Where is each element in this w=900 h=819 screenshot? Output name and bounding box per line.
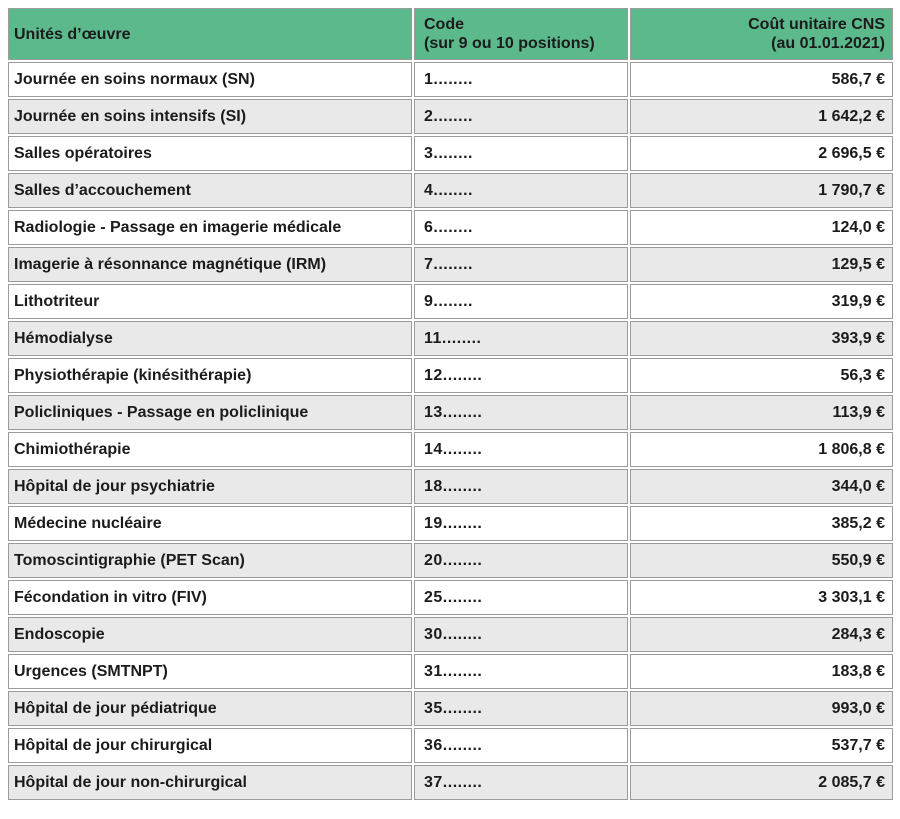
column-header-code: Code (sur 9 ou 10 positions) xyxy=(414,8,628,60)
table-row: Endoscopie 30........ 284,3 € xyxy=(8,617,893,652)
table-row: Lithotriteur 9........ 319,9 € xyxy=(8,284,893,319)
table-row: Radiologie - Passage en imagerie médical… xyxy=(8,210,893,245)
cell-unite-oeuvre: Hôpital de jour chirurgical xyxy=(8,728,412,763)
cell-unite-oeuvre: Médecine nucléaire xyxy=(8,506,412,541)
cell-unite-oeuvre: Hôpital de jour pédiatrique xyxy=(8,691,412,726)
cell-code: 9........ xyxy=(414,284,628,319)
table-row: Physiothérapie (kinésithérapie) 12.......… xyxy=(8,358,893,393)
column-header-sublabel: (sur 9 ou 10 positions) xyxy=(424,35,595,52)
column-header-unites-oeuvre: Unités d’œuvre xyxy=(8,8,412,60)
table-body: Journée en soins normaux (SN) 1........ 58… xyxy=(8,62,893,800)
cell-code: 12........ xyxy=(414,358,628,393)
cell-cout-unitaire: 129,5 € xyxy=(630,247,893,282)
cell-code: 2........ xyxy=(414,99,628,134)
table-row: Hémodialyse 11........ 393,9 € xyxy=(8,321,893,356)
cell-cout-unitaire: 3 303,1 € xyxy=(630,580,893,615)
cell-code: 1........ xyxy=(414,62,628,97)
cell-cout-unitaire: 2 696,5 € xyxy=(630,136,893,171)
table-row: Salles opératoires 3........ 2 696,5 € xyxy=(8,136,893,171)
cell-cout-unitaire: 993,0 € xyxy=(630,691,893,726)
cell-code: 37........ xyxy=(414,765,628,800)
column-header-cout-unitaire: Coût unitaire CNS (au 01.01.2021) xyxy=(630,8,893,60)
cell-code: 35........ xyxy=(414,691,628,726)
cell-code: 20........ xyxy=(414,543,628,578)
cell-code: 19........ xyxy=(414,506,628,541)
cell-cout-unitaire: 550,9 € xyxy=(630,543,893,578)
table-row: Hôpital de jour psychiatrie 18........ 344… xyxy=(8,469,893,504)
table-row: Journée en soins intensifs (SI) 2........… xyxy=(8,99,893,134)
table-row: Tomoscintigraphie (PET Scan) 20........ 55… xyxy=(8,543,893,578)
cell-unite-oeuvre: Journée en soins normaux (SN) xyxy=(8,62,412,97)
cell-code: 25........ xyxy=(414,580,628,615)
cell-cout-unitaire: 537,7 € xyxy=(630,728,893,763)
table-row: Hôpital de jour pédiatrique 35........ 993… xyxy=(8,691,893,726)
cell-cout-unitaire: 284,3 € xyxy=(630,617,893,652)
cell-unite-oeuvre: Endoscopie xyxy=(8,617,412,652)
column-header-label: Unités d’œuvre xyxy=(14,25,131,43)
cell-cout-unitaire: 319,9 € xyxy=(630,284,893,319)
cell-cout-unitaire: 586,7 € xyxy=(630,62,893,97)
cell-cout-unitaire: 1 642,2 € xyxy=(630,99,893,134)
cell-cout-unitaire: 183,8 € xyxy=(630,654,893,689)
cell-unite-oeuvre: Fécondation in vitro (FIV) xyxy=(8,580,412,615)
cell-code: 6........ xyxy=(414,210,628,245)
cell-unite-oeuvre: Hôpital de jour non-chirurgical xyxy=(8,765,412,800)
cell-cout-unitaire: 344,0 € xyxy=(630,469,893,504)
cell-unite-oeuvre: Salles d’accouchement xyxy=(8,173,412,208)
cell-code: 11........ xyxy=(414,321,628,356)
cell-unite-oeuvre: Lithotriteur xyxy=(8,284,412,319)
cell-code: 30........ xyxy=(414,617,628,652)
cell-unite-oeuvre: Urgences (SMTNPT) xyxy=(8,654,412,689)
cell-unite-oeuvre: Radiologie - Passage en imagerie médical… xyxy=(8,210,412,245)
cell-unite-oeuvre: Physiothérapie (kinésithérapie) xyxy=(8,358,412,393)
table-row: Urgences (SMTNPT) 31........ 183,8 € xyxy=(8,654,893,689)
cell-unite-oeuvre: Hémodialyse xyxy=(8,321,412,356)
cell-cout-unitaire: 393,9 € xyxy=(630,321,893,356)
cost-table: Unités d’œuvre Code (sur 9 ou 10 positio… xyxy=(6,6,895,802)
cell-cout-unitaire: 1 790,7 € xyxy=(630,173,893,208)
table-row: Hôpital de jour non-chirurgical 37.......… xyxy=(8,765,893,800)
cell-unite-oeuvre: Salles opératoires xyxy=(8,136,412,171)
cell-unite-oeuvre: Chimiothérapie xyxy=(8,432,412,467)
cell-code: 13........ xyxy=(414,395,628,430)
cell-code: 4........ xyxy=(414,173,628,208)
cell-cout-unitaire: 124,0 € xyxy=(630,210,893,245)
table-row: Salles d’accouchement 4........ 1 790,7 € xyxy=(8,173,893,208)
table-row: Policliniques - Passage en policlinique 1… xyxy=(8,395,893,430)
table-row: Journée en soins normaux (SN) 1........ 58… xyxy=(8,62,893,97)
cell-unite-oeuvre: Hôpital de jour psychiatrie xyxy=(8,469,412,504)
cell-cout-unitaire: 385,2 € xyxy=(630,506,893,541)
cell-unite-oeuvre: Policliniques - Passage en policlinique xyxy=(8,395,412,430)
cell-unite-oeuvre: Journée en soins intensifs (SI) xyxy=(8,99,412,134)
cell-cout-unitaire: 56,3 € xyxy=(630,358,893,393)
cell-code: 36........ xyxy=(414,728,628,763)
cell-code: 14........ xyxy=(414,432,628,467)
cell-code: 3........ xyxy=(414,136,628,171)
table-row: Médecine nucléaire 19........ 385,2 € xyxy=(8,506,893,541)
cell-unite-oeuvre: Tomoscintigraphie (PET Scan) xyxy=(8,543,412,578)
cell-unite-oeuvre: Imagerie à résonnance magnétique (IRM) xyxy=(8,247,412,282)
cell-code: 18........ xyxy=(414,469,628,504)
column-header-label: Coût unitaire CNS xyxy=(748,16,885,33)
cell-cout-unitaire: 2 085,7 € xyxy=(630,765,893,800)
cell-code: 31........ xyxy=(414,654,628,689)
table-row: Chimiothérapie 14........ 1 806,8 € xyxy=(8,432,893,467)
table-row: Imagerie à résonnance magnétique (IRM) 7.… xyxy=(8,247,893,282)
header-row: Unités d’œuvre Code (sur 9 ou 10 positio… xyxy=(8,8,893,60)
table-row: Fécondation in vitro (FIV) 25........ 3 30… xyxy=(8,580,893,615)
column-header-sublabel: (au 01.01.2021) xyxy=(771,35,885,52)
cell-cout-unitaire: 113,9 € xyxy=(630,395,893,430)
column-header-label: Code xyxy=(424,16,464,33)
table-row: Hôpital de jour chirurgical 36........ 537… xyxy=(8,728,893,763)
cell-cout-unitaire: 1 806,8 € xyxy=(630,432,893,467)
cell-code: 7........ xyxy=(414,247,628,282)
